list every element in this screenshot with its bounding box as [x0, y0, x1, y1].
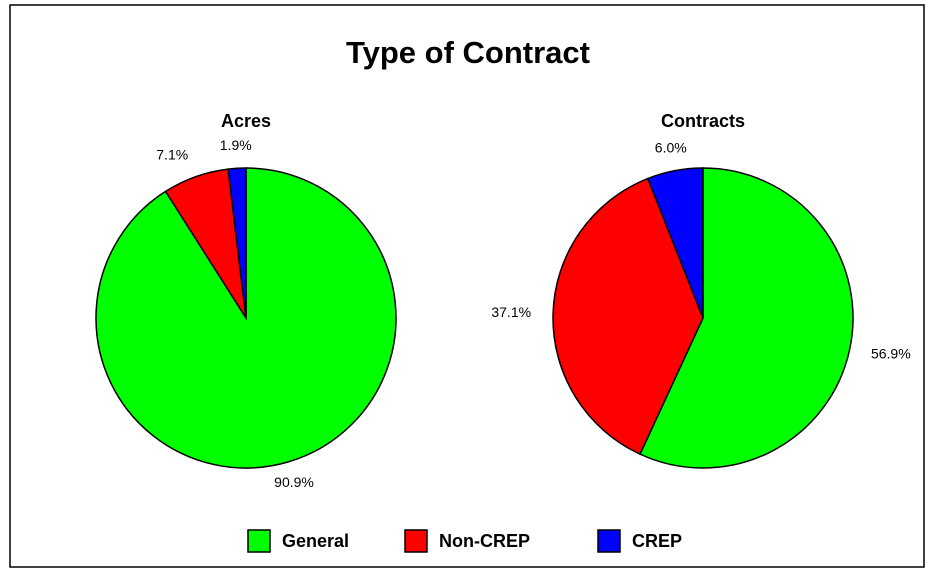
value-label: 1.9%: [220, 137, 252, 153]
pie-slice: [646, 167, 704, 319]
value-label: 37.1%: [491, 304, 531, 320]
chart-title: Type of Contract: [346, 35, 590, 70]
pie-slice: [227, 167, 247, 319]
pie-subtitle: Acres: [221, 111, 271, 131]
value-label: 56.9%: [871, 346, 911, 362]
legend-label: General: [282, 531, 349, 551]
value-label: 7.1%: [156, 147, 188, 163]
pie-slice: [552, 177, 704, 456]
legend-label: Non-CREP: [439, 531, 530, 551]
value-label: 6.0%: [655, 140, 687, 156]
value-label: 90.9%: [274, 474, 314, 490]
pie-subtitle: Contracts: [661, 111, 745, 131]
legend-swatch: [404, 529, 428, 553]
pie-slice: [638, 167, 854, 469]
legend-label: CREP: [632, 531, 682, 551]
legend-swatch: [597, 529, 621, 553]
legend-swatch: [247, 529, 271, 553]
